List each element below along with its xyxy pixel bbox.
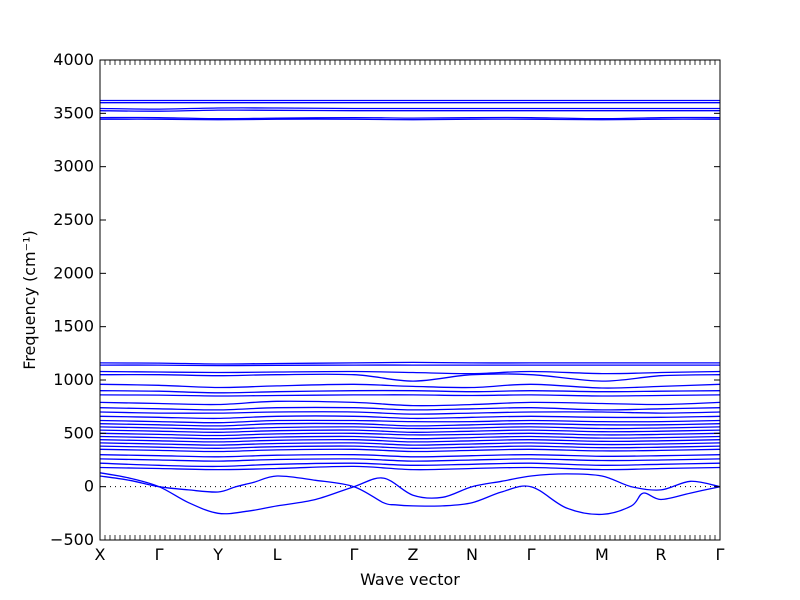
band-line-22 [99,432,721,437]
band-line-6 [99,118,721,121]
band-line-9 [99,370,721,375]
band-line-18 [99,419,721,424]
band-line-14 [99,400,721,407]
band-line-29 [99,458,721,462]
x-tick-label: L [273,545,282,564]
band-line-16 [99,411,721,415]
band-line-28 [99,453,721,458]
x-tick-label: Γ [716,545,725,564]
y-tick-label: 2000 [53,263,94,282]
y-tick-label: 1000 [53,370,94,389]
band-line-27 [99,448,721,453]
band-line-20 [99,426,721,430]
band-line-23 [99,435,721,440]
x-tick-label: Z [407,545,418,564]
band-line-11 [99,383,721,389]
band-line-26 [99,445,721,449]
y-tick-label: 1500 [53,317,94,336]
band-line-13 [99,394,721,397]
x-tick-label: Y [212,545,223,564]
x-tick-label: M [595,545,609,564]
plot-background [100,60,720,540]
band-line-19 [99,422,721,427]
band-line-30 [99,462,721,468]
plot-area [100,60,720,540]
band-line-8 [99,364,720,367]
y-tick-label: 3000 [53,157,94,176]
band-line-3 [99,107,720,110]
x-tick-label: Γ [155,545,164,564]
y-axis-ticks: −500 0 500 1000 1500 2000 2500 3000 3500 4000 [50,50,720,549]
x-axis-label: Wave vector [360,570,460,589]
y-axis-label: Frequency (cm⁻¹) [20,230,39,369]
y-tick-label: 500 [63,423,94,442]
x-tick-label: R [655,545,666,564]
band-line-24 [99,438,721,443]
x-tick-label: Γ [349,545,358,564]
band-line-5 [99,116,721,120]
x-tick-label: X [95,545,106,564]
x-tick-label: Γ [527,545,536,564]
band-line-4 [99,109,720,112]
band-line-17 [99,415,721,420]
y-tick-label: 2500 [53,210,94,229]
band-line-10 [99,373,721,382]
band-line-33 [99,475,721,516]
y-tick-label: −500 [50,530,94,549]
y-tick-label: 0 [84,477,94,496]
x-tick-label: N [466,545,478,564]
band-line-12 [99,389,721,394]
band-line-15 [99,406,721,411]
band-line-31 [99,465,721,471]
band-line-25 [99,442,721,446]
band-series-group [99,99,721,516]
y-tick-label: 3500 [53,103,94,122]
band-line-7 [99,361,720,365]
band-line-32 [99,472,721,515]
y-tick-label: 4000 [53,50,94,69]
band-line-21 [99,429,721,433]
